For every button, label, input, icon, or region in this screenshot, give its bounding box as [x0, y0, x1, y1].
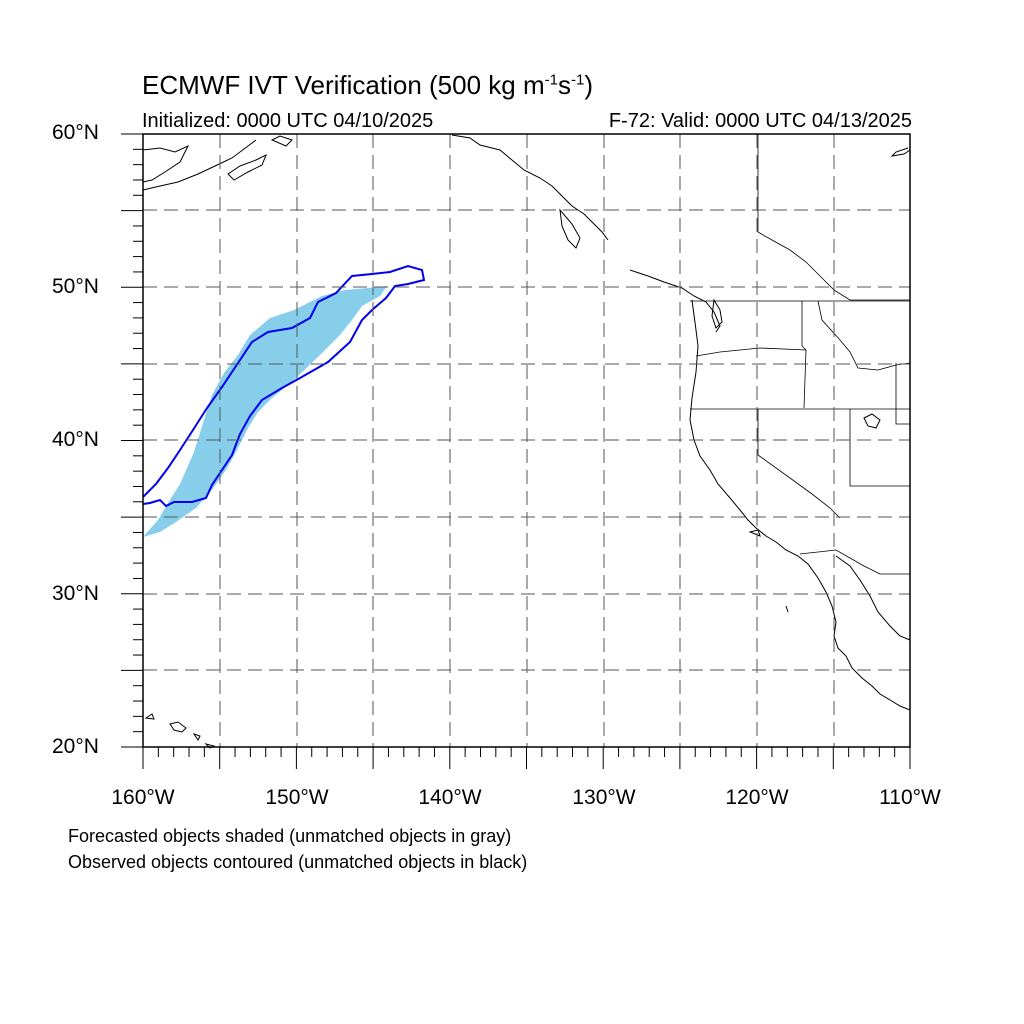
lat-label-30: 30°N: [52, 582, 99, 605]
lat-label-40: 40°N: [52, 428, 99, 451]
axis-ticks: [121, 133, 911, 769]
forecast-object-shading: [143, 286, 387, 537]
lon-label-150w: 150°W: [265, 786, 329, 809]
observed-note: Observed objects contoured (unmatched ob…: [68, 852, 528, 872]
observed-object-contour: [142, 264, 426, 508]
graticule: [143, 134, 910, 747]
lat-label-60: 60°N: [52, 121, 99, 144]
lon-label-140w: 140°W: [418, 786, 482, 809]
political-borders: [690, 134, 911, 575]
lon-label-120w: 120°W: [725, 786, 789, 809]
initialized-label: Initialized: 0000 UTC 04/10/2025: [142, 110, 434, 132]
lon-label-160w: 160°W: [111, 786, 175, 809]
lon-label-110w: 110°W: [879, 786, 941, 809]
coastlines: [142, 134, 911, 749]
forecast-note: Forecasted objects shaded (unmatched obj…: [68, 826, 512, 846]
valid-time-label: F-72: Valid: 0000 UTC 04/13/2025: [608, 110, 912, 132]
lon-label-130w: 130°W: [572, 786, 636, 809]
lat-label-20: 20°N: [52, 735, 99, 758]
chart-title: ECMWF IVT Verification (500 kg m-1s-1): [142, 70, 593, 100]
lat-label-50: 50°N: [52, 275, 99, 298]
